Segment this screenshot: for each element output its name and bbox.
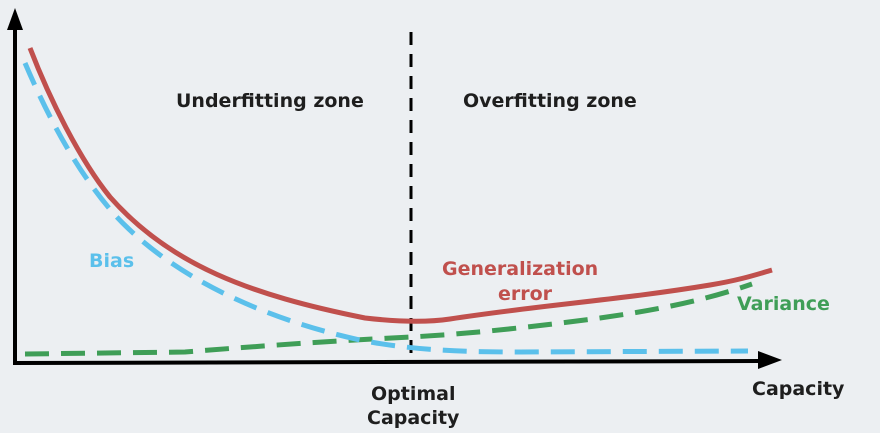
x-axis-label: Capacity: [752, 378, 845, 400]
overfitting-zone-label: Overfitting zone: [463, 90, 637, 112]
y-axis-arrowhead: [7, 8, 23, 30]
optimal-capacity-label-line2: Capacity: [367, 407, 460, 429]
x-axis: [12, 359, 761, 365]
underfitting-zone-label: Underfitting zone: [176, 90, 364, 112]
bias-label: Bias: [89, 250, 135, 272]
generalization-error-label-line1: Generalization: [442, 258, 599, 280]
optimal-capacity-label-line1: Optimal: [371, 383, 456, 405]
bias-curve: [22, 62, 749, 355]
variance-label: Variance: [737, 293, 830, 315]
generalization-error-curve: [27, 47, 773, 324]
variance-curve: [24, 281, 753, 357]
x-axis-arrowhead: [758, 351, 782, 369]
generalization-error-label-line2: error: [498, 283, 553, 305]
